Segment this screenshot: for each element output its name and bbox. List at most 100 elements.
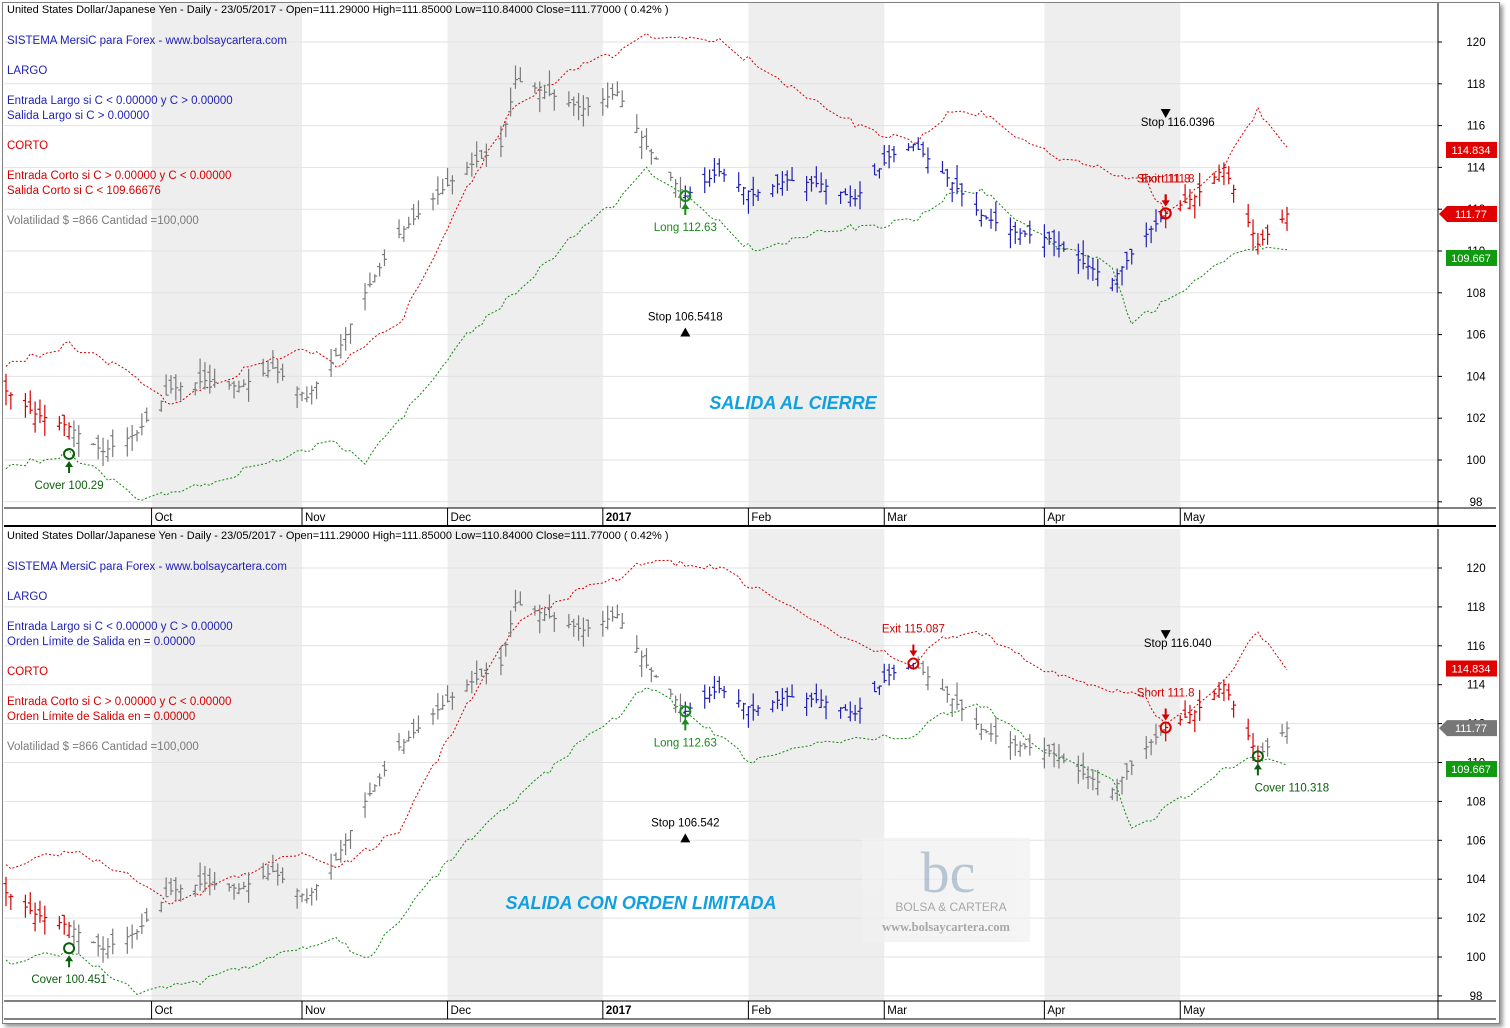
ohlc-bar [265,863,271,881]
x-tick-label: Mar [887,512,907,524]
ohlc-bar [3,373,9,406]
ohlc-bar [95,434,101,460]
y-tick-label: 108 [1466,796,1485,808]
ohlc-bar [236,883,242,895]
month-shade [447,529,603,1001]
ohlc-bar [445,167,451,187]
ohlc-bar [755,189,761,201]
ohlc-bar [309,887,315,906]
ohlc-bar [163,877,169,898]
ohlc-bar [959,183,965,207]
ohlc-bar [702,684,708,709]
ohlc-bar [226,380,232,390]
ohlc-bar [1124,251,1130,270]
ohlc-bar [299,893,305,903]
ohlc-bar [789,167,795,182]
ohlc-bar [1153,209,1159,232]
brand-logo: bc [921,840,976,905]
ohlc-bar [1041,737,1047,769]
info-line: Orden Límite de Salida en = 0.00000 [7,711,195,723]
ohlc-bar [872,681,878,693]
ohlc-bar [207,868,213,896]
ohlc-bar [1022,230,1028,237]
ohlc-bar [1221,680,1227,702]
ohlc-bar [1085,255,1091,280]
month-shade [748,529,885,1001]
ohlc-bar [396,733,402,751]
ohlc-bar [673,695,679,713]
ohlc-bar [1007,217,1013,249]
ohlc-bar [1245,718,1251,741]
ohlc-bar [56,416,62,431]
ohlc-bar [1027,220,1033,244]
month-shade [748,3,885,508]
ohlc-bar [1255,232,1261,255]
ohlc-bar [372,274,378,283]
ohlc-bar [483,662,489,685]
ohlc-bar [474,141,480,168]
brand-name: BOLSA & CARTERA [895,900,1006,914]
ohlc-bar [988,723,994,742]
ohlc-bar [294,386,300,409]
price-tag-label: 109.667 [1451,253,1491,265]
ohlc-bar [925,147,931,174]
ohlc-bar [600,88,606,116]
ohlc-bar [1114,778,1120,802]
ohlc-bar [1061,241,1067,252]
ohlc-bar [644,128,649,150]
ohlc-bar [265,359,271,378]
ohlc-bar [775,691,781,710]
ohlc-bar [381,760,387,777]
ohlc-bar [755,705,761,716]
up-arrow-icon [681,718,690,731]
ohlc-bar [22,393,28,418]
ohlc-bar [566,91,572,107]
down-arrow-icon [1161,194,1170,207]
ohlc-bar [1221,162,1227,186]
ohlc-bar [158,400,164,412]
ohlc-bar [736,172,742,193]
up-arrow-icon [681,203,690,216]
ohlc-bar [741,186,747,205]
ohlc-bar [1022,743,1028,750]
ohlc-bar [546,70,552,97]
ohlc-bar [610,606,616,622]
ohlc-bar [804,692,810,717]
x-tick-label: Dec [451,1005,472,1017]
ohlc-bar [503,641,509,657]
ohlc-bar [1080,240,1086,270]
x-tick-label: 2017 [606,1005,632,1017]
ohlc-bar [576,615,582,641]
ohlc-bar [474,660,480,685]
ohlc-bar [236,380,242,393]
ohlc-bar [842,188,848,196]
ohlc-bar [1148,738,1154,756]
ohlc-bar [42,404,48,436]
chart-panel-1: 98100102104106108110112114116118120OctNo… [3,3,1497,527]
ohlc-bar [639,650,645,677]
ohlc-bar [362,792,368,818]
price-tag [1439,206,1497,223]
signal-label: Cover 100.451 [31,974,106,986]
ohlc-bar [886,144,892,169]
ohlc-bar [993,201,999,232]
ohlc-bar [76,425,82,458]
stop-label: Stop 106.542 [651,817,719,829]
ohlc-bar [508,610,514,638]
ohlc-bar [779,688,785,712]
lower-band-line [5,166,1288,501]
ohlc-bar [857,697,863,724]
ohlc-bar [66,921,72,939]
ohlc-bar [1090,769,1096,791]
ohlc-bar [144,407,150,423]
signal-label: Short 111.8 [1137,687,1195,699]
ohlc-bar [512,65,518,89]
y-tick-label: 98 [1470,497,1483,509]
x-tick-label: Feb [751,1005,771,1017]
ohlc-bar [1085,766,1091,790]
ohlc-bar [328,348,334,377]
ohlc-bar [823,179,829,205]
ohlc-bar [178,884,184,902]
info-line: Salida Corto si C < 109.66676 [7,185,161,197]
ohlc-bar [1231,184,1237,203]
